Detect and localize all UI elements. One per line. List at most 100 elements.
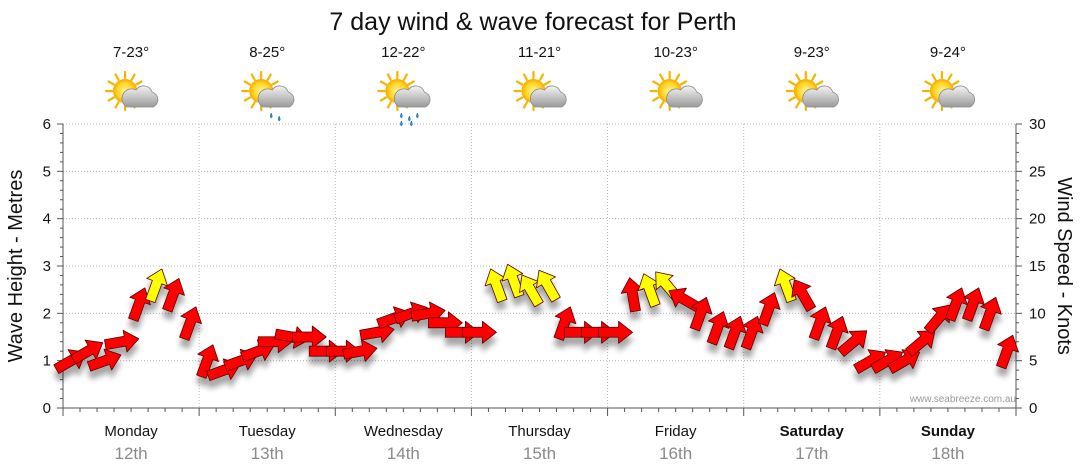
sun-ray: [266, 73, 272, 81]
wind-arrow: [808, 306, 832, 341]
sun-ray: [952, 80, 960, 86]
chart-title: 7 day wind & wave forecast for Perth: [329, 8, 736, 36]
cloud: [666, 85, 703, 108]
wind-arrow: [598, 320, 633, 344]
sun-ray: [379, 96, 388, 102]
sun-ray: [386, 101, 392, 109]
day-name: Friday: [655, 423, 697, 440]
day-date: 15th: [523, 444, 556, 463]
cloud: [802, 85, 839, 108]
grid: [63, 123, 1016, 408]
wind-arrow: [825, 315, 849, 351]
weather-partly-cloudy-icon: [513, 70, 567, 112]
y-tick-label-right: 15: [1029, 258, 1046, 275]
day-name: Tuesday: [239, 423, 296, 440]
raindrop: [408, 115, 411, 122]
wind-arrows: [53, 263, 1019, 382]
raindrop: [410, 120, 413, 127]
sun-ray: [402, 73, 408, 81]
wind-arrow: [837, 330, 868, 357]
cloud: [257, 85, 295, 108]
weather-row: 7-23° 8-25° 12-22° 11-21° 10-23° 9-23° 9-24°: [104, 44, 976, 127]
day-temperature: 11-21°: [518, 44, 561, 61]
wind-arrow: [791, 279, 816, 313]
sun-ray: [107, 80, 115, 86]
day-name: Saturday: [780, 423, 845, 440]
sun-ray: [135, 80, 143, 86]
day-name: Monday: [104, 423, 158, 440]
y-tick-label-left: 5: [43, 163, 51, 180]
y-tick-label-left: 0: [43, 400, 51, 417]
wind-arrow: [462, 320, 497, 344]
watermark: www.seabreeze.com.au: [909, 394, 1016, 405]
wind-arrow: [996, 334, 1019, 370]
raindrop: [400, 112, 403, 119]
raindrop: [400, 120, 403, 127]
y-tick-label-right: 25: [1029, 163, 1046, 180]
wind-arrow: [979, 296, 1002, 332]
sun-ray: [515, 96, 524, 102]
cloud: [121, 85, 159, 108]
day-temperature: 12-22°: [381, 44, 425, 61]
sun-ray: [795, 73, 801, 81]
day-name: Wednesday: [364, 423, 443, 440]
sun-ray: [243, 80, 252, 86]
wind-arrow: [145, 268, 168, 304]
wind-arrow: [536, 269, 561, 303]
day-date: 18th: [931, 444, 964, 463]
day-date: 17th: [795, 444, 828, 463]
y-tick-label-left: 3: [43, 258, 51, 275]
day-temperature: 9-24°: [930, 44, 966, 61]
wind-arrow: [706, 311, 730, 346]
wind-arrow: [196, 344, 219, 379]
wind-arrow: [70, 339, 104, 365]
sun-ray: [788, 96, 796, 102]
sun-ray: [931, 73, 937, 81]
day-date: 14th: [387, 444, 420, 463]
wind-arrow: [637, 273, 661, 308]
sun-ray: [522, 73, 529, 81]
day-labels: Monday 12th Tuesday 13th Wednesday 14th Thursd…: [104, 423, 975, 463]
raindrop: [277, 115, 281, 122]
raindrop: [416, 112, 419, 119]
wind-arrow: [773, 268, 797, 304]
y-tick-label-left: 4: [43, 211, 51, 228]
sun-ray: [515, 80, 524, 86]
sun-ray: [811, 73, 817, 81]
sun-ray: [675, 73, 681, 81]
wind-arrow: [620, 277, 644, 313]
sun-ray: [659, 73, 665, 81]
sun-ray: [543, 80, 552, 86]
day-name: Thursday: [508, 423, 571, 440]
weather-showers-icon: [241, 70, 295, 122]
sun-ray: [788, 80, 796, 86]
sun-ray: [114, 73, 120, 81]
cloud: [529, 85, 567, 108]
weather-partly-cloudy-icon: [104, 70, 159, 112]
y-axis-left-label: Wave Height - Metres: [5, 170, 27, 363]
sun-ray: [522, 101, 529, 109]
sun-ray: [130, 73, 136, 81]
day-temperature: 9-23°: [794, 44, 830, 61]
weather-partly-cloudy-icon: [921, 70, 976, 112]
day-date: 16th: [659, 444, 692, 463]
y-tick-label-right: 30: [1029, 116, 1046, 133]
sun-ray: [924, 96, 932, 102]
y-tick-label-left: 6: [43, 116, 51, 133]
sun-ray: [386, 73, 392, 81]
sun-ray: [659, 101, 665, 109]
sun-ray: [947, 73, 953, 81]
y-tick-label-right: 20: [1029, 211, 1046, 228]
day-temperature: 10-23°: [653, 44, 697, 61]
sun-ray: [538, 73, 545, 81]
sun-ray: [652, 80, 660, 86]
y-tick-label-right: 10: [1029, 305, 1046, 322]
sun-ray: [250, 73, 256, 81]
wind-arrow: [519, 274, 544, 308]
wind-arrow: [689, 296, 713, 332]
weather-partly-cloudy-icon: [785, 70, 839, 112]
day-name: Sunday: [921, 423, 976, 440]
sun-ray: [407, 80, 415, 86]
wind-arrow: [104, 329, 140, 353]
axes: 0 1 2 3 4 5 6 0 5 10 15 20 25 30: [43, 116, 1046, 417]
